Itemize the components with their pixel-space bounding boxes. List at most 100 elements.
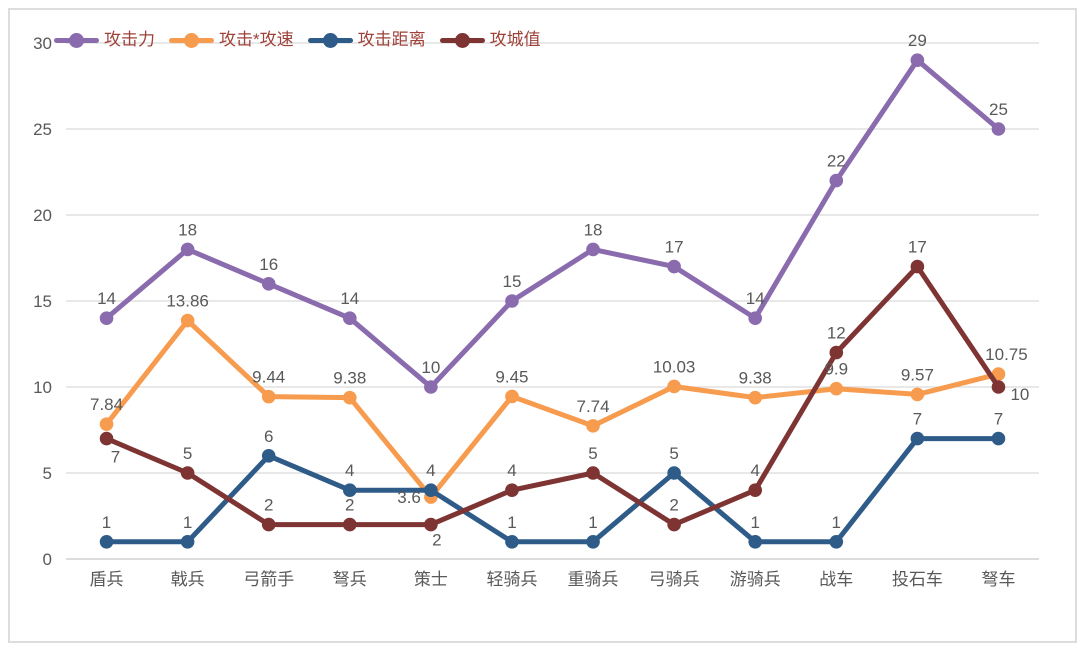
series-攻击距离 (99, 431, 1006, 549)
data-label: 1 (102, 513, 111, 532)
data-label: 18 (584, 220, 603, 239)
x-tick-label: 战车 (819, 570, 853, 589)
data-label: 5 (588, 444, 597, 463)
data-point (342, 311, 357, 326)
data-label: 3.6 (397, 488, 421, 507)
data-label: 9.45 (495, 367, 528, 386)
x-tick-label: 弓骑兵 (649, 570, 700, 589)
data-label: 7.84 (90, 395, 123, 414)
data-point (261, 517, 276, 532)
data-point (667, 517, 681, 532)
data-label: 18 (178, 220, 197, 239)
data-point (261, 449, 276, 463)
data-point (180, 313, 195, 328)
data-point (667, 466, 681, 480)
y-tick-label: 10 (33, 378, 52, 397)
data-label: 10 (1010, 385, 1029, 404)
data-label: 1 (832, 513, 841, 532)
data-label: 16 (259, 255, 278, 274)
legend-item-攻击力: 攻击力 (54, 30, 155, 50)
x-tick-label: 戟兵 (171, 570, 205, 589)
data-label: 12 (827, 324, 846, 343)
series-攻击*攻速 (99, 313, 1006, 504)
data-label: 4 (426, 461, 435, 480)
data-label: 25 (989, 100, 1008, 119)
data-label: 4 (345, 461, 354, 480)
legend-label: 攻击力 (104, 30, 155, 49)
data-label: 7 (994, 410, 1003, 429)
data-label: 7 (913, 410, 922, 429)
data-point (180, 242, 195, 257)
legend-line-marker-icon (54, 32, 99, 48)
data-point (991, 122, 1006, 136)
x-tick-label: 重骑兵 (568, 570, 619, 589)
series-line (104, 57, 1001, 390)
data-label: 9.9 (824, 360, 848, 379)
data-point (586, 535, 600, 549)
data-label: 6 (264, 427, 273, 446)
data-point (261, 277, 276, 291)
legend-label: 攻城值 (489, 30, 541, 49)
data-point (829, 173, 844, 188)
data-point (910, 431, 925, 446)
data-point (505, 535, 519, 549)
legend-line-marker-icon (169, 32, 214, 48)
data-point (99, 431, 114, 446)
series-line (104, 436, 1001, 545)
series-攻城值 (99, 259, 1006, 532)
data-label: 1 (183, 513, 192, 532)
data-label: 14 (340, 289, 359, 308)
data-label: 14 (97, 289, 116, 308)
series-line (104, 264, 1001, 528)
x-tick-label: 弩车 (981, 570, 1015, 589)
y-tick-label: 25 (33, 120, 52, 139)
data-point (99, 311, 114, 326)
data-label: 14 (746, 289, 765, 308)
data-label: 10 (421, 358, 440, 377)
data-label: 7.74 (576, 397, 609, 416)
data-label: 5 (669, 444, 678, 463)
data-label: 9.38 (739, 369, 772, 388)
data-point (910, 387, 925, 402)
chart-legend: 攻击力 攻击*攻速 攻击距离 攻城值 (54, 30, 541, 50)
data-label: 2 (669, 496, 678, 515)
data-point (99, 535, 114, 549)
data-point (748, 390, 763, 405)
x-tick-label: 轻骑兵 (486, 570, 537, 589)
data-point (586, 419, 600, 433)
data-label: 4 (507, 461, 516, 480)
data-point (748, 483, 763, 498)
x-tick-label: 盾兵 (90, 570, 124, 589)
x-axis-labels: 盾兵 戟兵 弓箭手 弩兵 策士 轻骑兵 重骑兵 弓骑兵 游骑兵 战车 投石车 弩车 (90, 570, 1016, 589)
data-label: 2 (432, 531, 441, 550)
data-point (424, 380, 438, 394)
x-tick-label: 策士 (414, 570, 448, 589)
data-label: 10.75 (985, 345, 1028, 364)
y-tick-label: 5 (43, 464, 52, 483)
data-point (667, 259, 681, 274)
x-tick-label: 弩兵 (333, 570, 367, 589)
legend-label: 攻击*攻速 (219, 30, 294, 49)
data-point (991, 380, 1006, 394)
data-label: 2 (264, 496, 273, 515)
legend-label: 攻击距离 (357, 30, 426, 49)
data-label: 9.57 (901, 365, 934, 384)
data-label: 17 (908, 238, 927, 257)
data-point (424, 483, 438, 498)
y-tick-label: 0 (43, 550, 52, 569)
y-tick-label: 15 (33, 292, 52, 311)
data-point (342, 483, 357, 498)
data-label: 17 (665, 238, 684, 257)
data-label: 5 (183, 444, 192, 463)
data-point (667, 379, 681, 394)
data-label: 7 (111, 448, 120, 467)
data-label: 9.44 (252, 368, 285, 387)
data-label: 1 (507, 513, 516, 532)
data-label: 13.86 (166, 292, 209, 311)
data-label: 15 (502, 272, 521, 291)
data-point (586, 242, 600, 257)
data-label: 2 (345, 496, 354, 515)
